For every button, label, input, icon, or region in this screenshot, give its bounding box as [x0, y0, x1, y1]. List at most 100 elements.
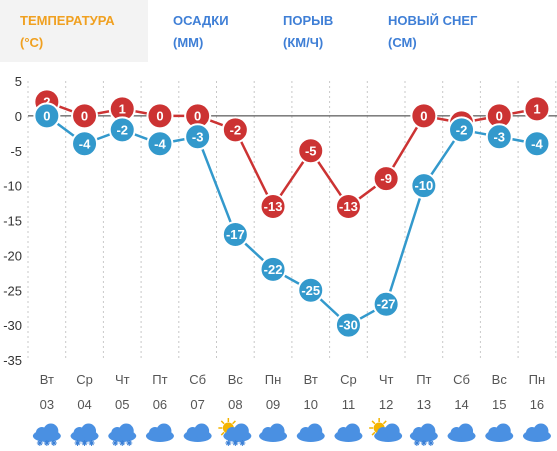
tab-precipitation[interactable]: ОСАДКИ (ММ)	[155, 0, 265, 62]
data-label: 1	[533, 101, 540, 116]
snowflake	[414, 440, 420, 446]
data-label: 2	[43, 94, 50, 109]
data-label: -27	[377, 297, 396, 312]
snowflake	[112, 440, 118, 446]
x-day-label: Ср	[340, 372, 357, 387]
series-max-point: -2	[221, 116, 249, 144]
snowflake	[37, 440, 43, 446]
sun-cloud-snow-icon	[218, 418, 252, 446]
data-label: 1	[119, 101, 126, 116]
tab-gust-unit: (КМ/Ч)	[283, 35, 324, 50]
data-label: 0	[81, 108, 88, 123]
sun-cloud-icon	[369, 418, 403, 442]
series-max-point: 1	[108, 95, 136, 123]
data-marker	[108, 116, 136, 144]
x-day-label: Вт	[40, 372, 54, 387]
data-marker	[334, 311, 362, 339]
y-tick-label: -20	[3, 248, 22, 263]
cloud-icon	[485, 423, 514, 442]
x-date-label: 07	[190, 397, 204, 412]
tab-temperature[interactable]: ТЕМПЕРАТУРА (°C)	[0, 0, 148, 62]
y-tick-label: -5	[10, 144, 22, 159]
data-marker	[146, 130, 174, 158]
y-tick-label: -15	[3, 214, 22, 229]
snowflake	[239, 440, 245, 446]
x-date-label: 11	[342, 397, 356, 412]
data-label: -30	[339, 318, 358, 333]
cloud-icon	[296, 423, 325, 442]
cloud-icon	[447, 423, 476, 442]
y-tick-label: -25	[3, 283, 22, 298]
cloud-puff	[384, 423, 400, 439]
data-marker	[334, 193, 362, 221]
x-date-label: 13	[417, 397, 431, 412]
series-min-point: -3	[485, 123, 513, 151]
data-marker	[71, 102, 99, 130]
snowflake	[75, 440, 80, 446]
sun-ray	[371, 431, 376, 436]
sun-ray	[220, 420, 225, 425]
series-min-point: 0	[33, 102, 61, 130]
x-day-label: Пн	[529, 372, 546, 387]
x-date-label: 16	[530, 397, 544, 412]
data-label: 0	[156, 108, 163, 123]
series-max-point: 0	[410, 102, 438, 130]
data-label: -13	[264, 199, 283, 214]
tab-new-snow[interactable]: НОВЫЙ СНЕГ (СМ)	[370, 0, 557, 62]
y-tick-label: -30	[3, 318, 22, 333]
data-label: -4	[79, 136, 91, 151]
cloud-icon	[259, 423, 288, 442]
x-day-label: Сб	[189, 372, 206, 387]
series-min-point: -27	[372, 290, 400, 318]
x-day-label: Сб	[453, 372, 470, 387]
sun-ray	[220, 431, 225, 436]
series-min-point: -4	[71, 130, 99, 158]
series-max-point: -13	[259, 193, 287, 221]
cloud-puff	[194, 423, 210, 439]
series-min-point: -30	[334, 311, 362, 339]
cloud-icon	[522, 423, 551, 442]
series-max-point: 0	[146, 102, 174, 130]
tab-precipitation-title: ОСАДКИ	[173, 13, 229, 28]
sun-ray	[382, 420, 387, 425]
temperature-chart: 50-5-10-15-20-25-30-35Вт03Ср04Чт05Пт06Сб…	[3, 74, 557, 446]
series-min-point: -10	[410, 172, 438, 200]
data-marker	[297, 137, 325, 165]
x-day-label: Чт	[115, 372, 130, 387]
data-marker	[410, 102, 438, 130]
snowflake	[51, 440, 57, 446]
data-label: -2	[116, 122, 128, 137]
cloud-puff	[43, 423, 59, 439]
data-label: -22	[264, 262, 283, 277]
data-marker	[33, 102, 61, 130]
cloud-icon	[145, 423, 174, 442]
x-date-label: 09	[266, 397, 280, 412]
cloud-icon	[334, 423, 363, 442]
data-label: 0	[420, 108, 427, 123]
cloud-snow-icon	[108, 423, 137, 446]
data-marker	[259, 193, 287, 221]
cloud-puff	[118, 423, 134, 439]
x-day-label: Пт	[152, 372, 167, 387]
series-max-point: -5	[297, 137, 325, 165]
tab-new-snow-unit: (СМ)	[388, 35, 417, 50]
x-day-label: Вт	[304, 372, 318, 387]
tab-temperature-title: ТЕМПЕРАТУРА	[20, 13, 115, 28]
x-day-label: Вс	[228, 372, 244, 387]
sun-ray	[232, 420, 236, 425]
series-max-point: -13	[334, 193, 362, 221]
data-marker	[221, 116, 249, 144]
data-marker	[297, 276, 325, 304]
x-day-label: Пт	[416, 372, 431, 387]
snowflake	[428, 440, 434, 446]
data-marker	[372, 290, 400, 318]
cloud-puff	[269, 423, 285, 439]
series-min-point: -2	[448, 116, 476, 144]
x-day-label: Вс	[492, 372, 508, 387]
sun-ray	[371, 420, 376, 425]
x-date-label: 14	[454, 397, 468, 412]
tab-gust[interactable]: ПОРЫВ (КМ/Ч)	[265, 0, 370, 62]
tab-precipitation-unit: (ММ)	[173, 35, 204, 50]
snowflake	[82, 440, 87, 446]
cloud-puff	[533, 423, 549, 439]
